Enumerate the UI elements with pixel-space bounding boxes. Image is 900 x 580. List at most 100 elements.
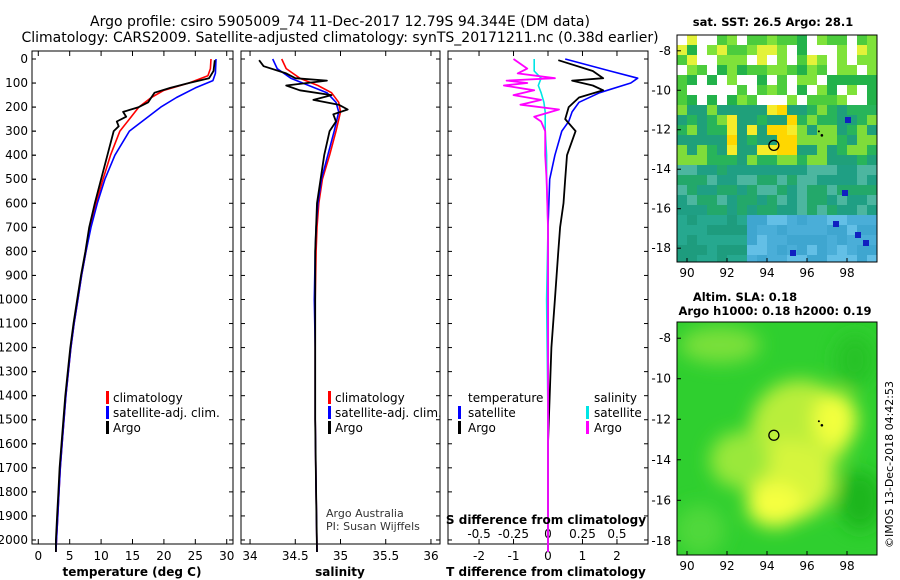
- sst-cell: [817, 205, 827, 215]
- sst-cell: [717, 135, 727, 145]
- sst-cell: [777, 115, 787, 125]
- sst-cell: [767, 175, 777, 185]
- sst-cell: [777, 85, 787, 95]
- sst-cell: [677, 235, 687, 245]
- depth-tick-label: 1400: [0, 389, 28, 403]
- sst-cell: [677, 205, 687, 215]
- sst-cell: [697, 235, 707, 245]
- depth-tick-label: 0: [20, 52, 28, 66]
- sst-cell: [717, 195, 727, 205]
- sst-cell: [717, 165, 727, 175]
- credit-pi: PI: Susan Wijffels: [326, 520, 420, 533]
- sst-cell: [697, 145, 707, 155]
- sla-blob: [813, 392, 857, 448]
- depth-axis: 0 100 200 300 400 500 600 700 800 900 1000 1100 1200…: [0, 52, 28, 547]
- sst-cell: [727, 45, 737, 55]
- sst-cell: [777, 135, 787, 145]
- sst-cell: [677, 245, 687, 255]
- sla-blob: [710, 432, 770, 488]
- sst-cell: [787, 35, 797, 45]
- depth-tick-label: 500: [5, 172, 28, 186]
- legend-climatology: climatology: [113, 391, 183, 405]
- sst-cell: [857, 215, 867, 225]
- sst-cell: [717, 115, 727, 125]
- sst-cell: [737, 115, 747, 125]
- map-y-tick-label: -8: [659, 44, 671, 58]
- sst-cell: [727, 65, 737, 75]
- x-tick-label: 15: [125, 549, 140, 563]
- sla-blob: [747, 483, 803, 527]
- sst-cell: [687, 65, 697, 75]
- map-y-tick-label: -12: [651, 123, 671, 137]
- sst-cell: [867, 225, 877, 235]
- sst-cell: [787, 205, 797, 215]
- sst-cell: [797, 115, 807, 125]
- sst-cell: [837, 65, 847, 75]
- sst-cell: [857, 185, 867, 195]
- sst-cell: [757, 125, 767, 135]
- x-tick-label: 2: [613, 549, 621, 563]
- sst-cell: [807, 205, 817, 215]
- sst-cell: [847, 145, 857, 155]
- sst-cell: [847, 125, 857, 135]
- sst-cell: [717, 205, 727, 215]
- sst-cell: [807, 115, 817, 125]
- sst-cell: [717, 215, 727, 225]
- sst-cell: [727, 35, 737, 45]
- sst-cell: [717, 245, 727, 255]
- sst-cell: [777, 105, 787, 115]
- sst-cell: [837, 205, 847, 215]
- sst-cell: [677, 95, 687, 105]
- sst-cell: [757, 175, 767, 185]
- sst-cell: [687, 35, 697, 45]
- sst-cell: [842, 190, 848, 196]
- map-x-tick-label: 94: [759, 266, 774, 280]
- sst-cell: [687, 75, 697, 85]
- map-x-tick-label: 92: [719, 266, 734, 280]
- tdiff-xlabel: T difference from climatology: [446, 565, 646, 579]
- sst-cell: [727, 175, 737, 185]
- sst-cell: [857, 75, 867, 85]
- sst-cell: [807, 125, 817, 135]
- sst-cell: [847, 205, 857, 215]
- series-temperature-argo: [547, 59, 605, 552]
- sst-cell: [747, 215, 757, 225]
- sst-cell: [747, 135, 757, 145]
- sst-cell: [677, 145, 687, 155]
- sst-cell: [747, 255, 757, 262]
- sst-cell: [817, 245, 827, 255]
- sst-cell: [697, 205, 707, 215]
- sst-cell: [867, 75, 877, 85]
- sst-cell: [797, 245, 807, 255]
- sst-cell: [747, 35, 757, 45]
- sst-cell: [837, 245, 847, 255]
- sst-cell: [747, 65, 757, 75]
- salinity-xlabel: salinity: [315, 565, 365, 579]
- depth-tick-label: 1900: [0, 509, 28, 523]
- sst-cell: [757, 225, 767, 235]
- sst-cell: [687, 45, 697, 55]
- sst-cell: [797, 125, 807, 135]
- sst-cell: [837, 135, 847, 145]
- sst-cell: [817, 115, 827, 125]
- sst-cell: [707, 215, 717, 225]
- legend-argo: Argo: [335, 421, 363, 435]
- sst-cell: [697, 125, 707, 135]
- sst-cell: [717, 235, 727, 245]
- salinity-plot: 34 34.5 35 35.5 36: [241, 51, 440, 563]
- sst-cell: [855, 232, 861, 238]
- x-tick-label: 34.5: [282, 549, 309, 563]
- sst-cell: [707, 255, 717, 262]
- sst-cell: [697, 175, 707, 185]
- sst-cell: [807, 155, 817, 165]
- sst-cell: [817, 255, 827, 262]
- sst-cell: [837, 125, 847, 135]
- sst-cell: [827, 35, 837, 45]
- sst-cell: [837, 115, 847, 125]
- sst-cell: [837, 55, 847, 65]
- sst-cell: [727, 225, 737, 235]
- sdiff-xlabel: S difference from climatology: [446, 513, 646, 527]
- sst-cell: [767, 205, 777, 215]
- map-y-tick-label: -8: [659, 331, 671, 345]
- sst-cell: [787, 175, 797, 185]
